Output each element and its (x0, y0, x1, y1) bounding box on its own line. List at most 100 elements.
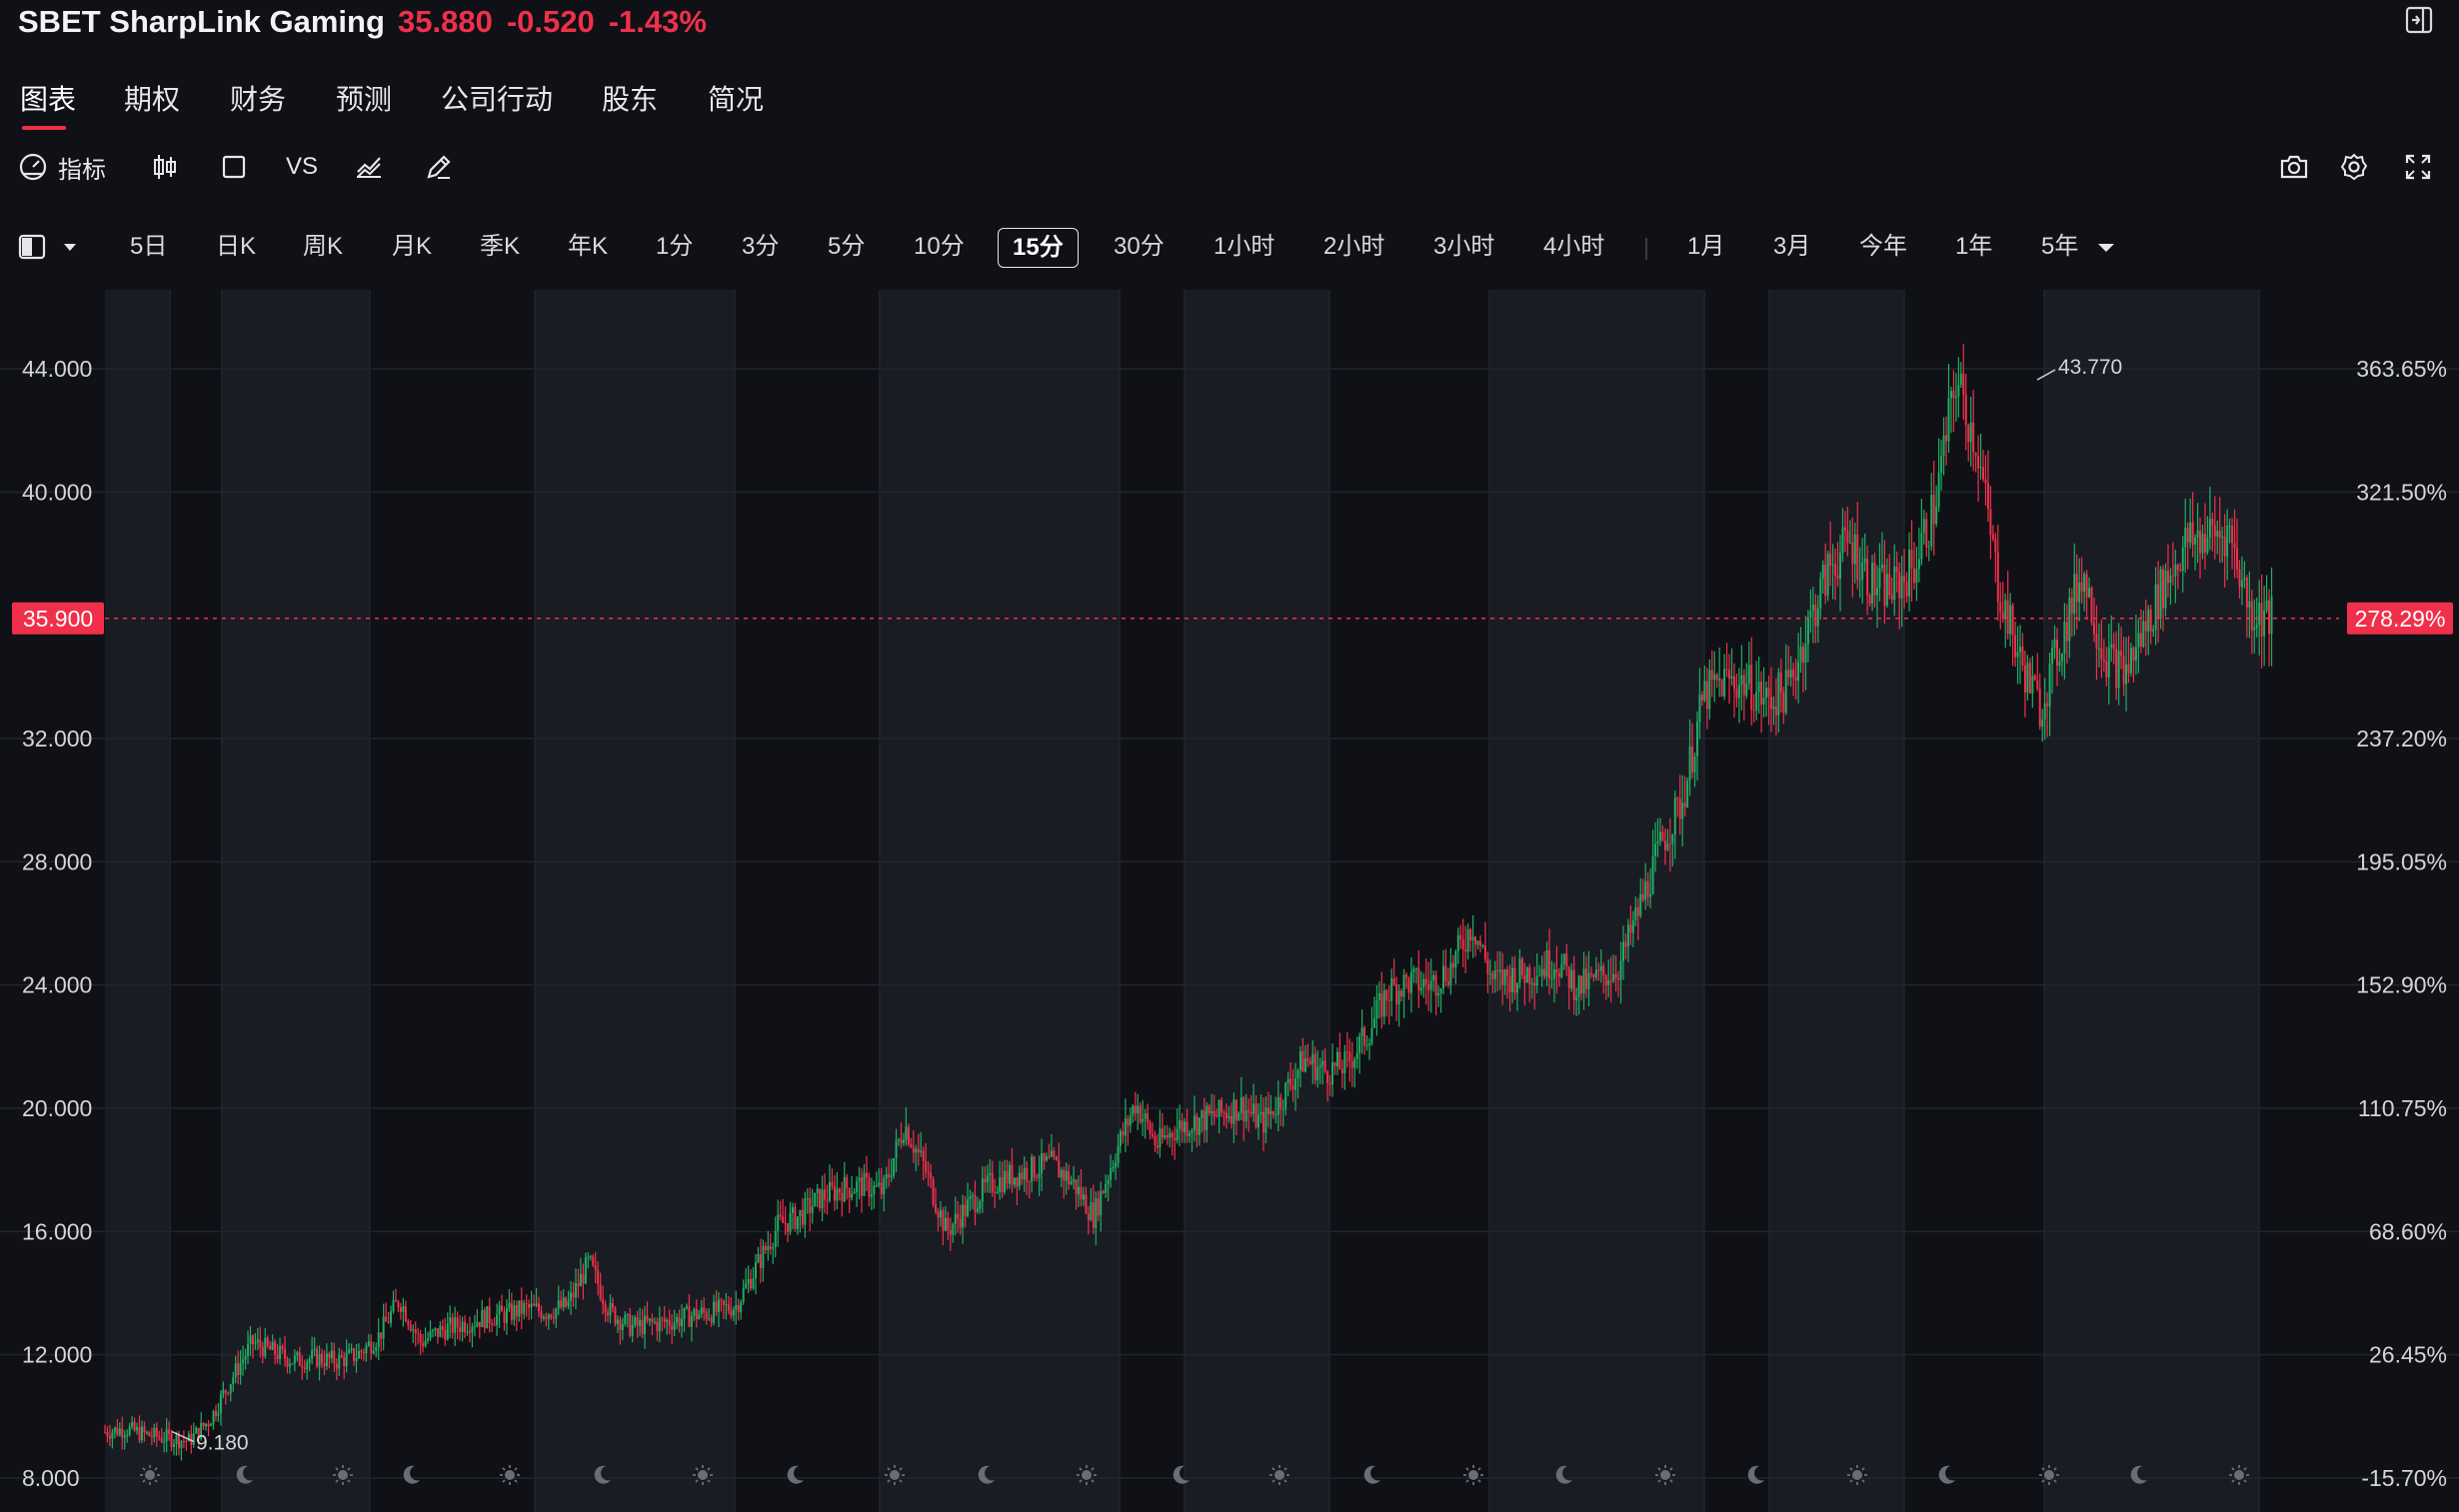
indicator-button[interactable]: 指标 (18, 149, 106, 185)
period-daily[interactable]: 日K (216, 233, 257, 260)
compare-vs-button[interactable]: VS (286, 153, 319, 180)
candle-body (1607, 980, 1610, 985)
collapse-panel-icon[interactable] (2405, 6, 2433, 34)
session-band (1185, 290, 1329, 1512)
candle-body (767, 1246, 770, 1251)
period-1min[interactable]: 1分 (656, 233, 694, 260)
candle-body (382, 1316, 385, 1339)
candle-body (118, 1428, 121, 1435)
candle-body (424, 1340, 427, 1347)
candle-body (1841, 527, 1844, 554)
candle-body (1589, 972, 1592, 974)
candle-body (1105, 1183, 1108, 1193)
candle-body (1661, 831, 1664, 840)
period-10min[interactable]: 10分 (914, 233, 965, 260)
period-1h[interactable]: 1小时 (1214, 233, 1275, 260)
y-tick-label: 12.000 (22, 1342, 92, 1368)
sun-ray (1283, 1467, 1287, 1471)
candle-body (1562, 953, 1565, 964)
sun-ray (695, 1479, 699, 1483)
tab-options[interactable]: 期权 (124, 84, 181, 115)
candle-body (1142, 1118, 1145, 1122)
candle-body (1368, 1043, 1371, 1045)
candle-body (831, 1182, 834, 1186)
candle-body (1011, 1164, 1014, 1185)
range-3m[interactable]: 3月 (1773, 233, 1811, 260)
sun-ray (2041, 1467, 2045, 1471)
session-band (535, 290, 735, 1512)
tab-shareholders[interactable]: 股东 (602, 84, 659, 115)
candle-body (1171, 1132, 1174, 1138)
candle-body (570, 1292, 573, 1301)
sun-ray (1271, 1467, 1275, 1471)
candle-body (1750, 665, 1753, 711)
tab-financials[interactable]: 财务 (230, 84, 287, 115)
candle-body (429, 1330, 432, 1339)
candle-body (1634, 906, 1637, 920)
candle-body (991, 1172, 994, 1192)
candle-body (925, 1161, 928, 1172)
price-chart[interactable]: 35.900 278.29% 44.000 363.65% 40.000 321.50%… (0, 290, 2459, 1512)
period-30min[interactable]: 30分 (1114, 233, 1165, 260)
candle-body (1515, 982, 1518, 993)
layout-button[interactable] (220, 149, 248, 185)
period-2h[interactable]: 2小时 (1323, 233, 1385, 260)
trend-chart-button[interactable] (354, 149, 384, 185)
settings-button[interactable] (2339, 149, 2369, 185)
candle-body (930, 1172, 933, 1179)
candle-body (915, 1148, 918, 1153)
candle-body (1053, 1150, 1056, 1157)
period-5d[interactable]: 5日 (130, 233, 168, 260)
fullscreen-button[interactable] (2403, 149, 2433, 185)
candle-body (1989, 509, 1992, 535)
period-monthly[interactable]: 月K (392, 233, 433, 260)
candle-body (2226, 526, 2229, 557)
candle-body (1149, 1122, 1152, 1134)
range-1m[interactable]: 1月 (1687, 233, 1725, 260)
candle-body (1668, 843, 1671, 845)
candle-body (562, 1297, 565, 1308)
period-3min[interactable]: 3分 (742, 233, 780, 260)
candle-body (1821, 565, 1824, 580)
period-yearly[interactable]: 年K (568, 233, 609, 260)
period-quarterly[interactable]: 季K (480, 233, 521, 260)
candle-body (1597, 969, 1600, 971)
period-4h[interactable]: 4小时 (1543, 233, 1605, 260)
tab-profile[interactable]: 简况 (708, 84, 765, 115)
range-1y[interactable]: 1年 (1955, 233, 1993, 260)
range-ytd[interactable]: 今年 (1859, 233, 1907, 260)
sun-core (698, 1470, 708, 1480)
period-15min[interactable]: 15分 (998, 228, 1079, 268)
sidebar-toggle-button[interactable] (18, 228, 78, 266)
candle-body (624, 1314, 627, 1325)
candle-body (920, 1150, 923, 1152)
candle-body (1912, 568, 1915, 584)
sun-ray (335, 1479, 339, 1483)
candle-body (1340, 1068, 1343, 1074)
candle-body (1703, 681, 1706, 701)
range-5y[interactable]: 5年 (2041, 228, 2115, 266)
tab-corporate-actions[interactable]: 公司行动 (441, 84, 554, 115)
drawing-tool-button[interactable] (424, 149, 454, 185)
candle-body (1223, 1112, 1226, 1114)
candle-body (698, 1314, 701, 1319)
tab-forecast[interactable]: 预测 (336, 84, 393, 115)
candle-body (2107, 647, 2110, 678)
period-5min[interactable]: 5分 (828, 233, 866, 260)
candle-body (1624, 941, 1627, 947)
tab-chart[interactable]: 图表 (20, 84, 77, 115)
period-3h[interactable]: 3小时 (1433, 233, 1495, 260)
expand-icon (2403, 152, 2433, 182)
candle-body (589, 1256, 592, 1258)
candle-body (550, 1314, 553, 1318)
candle-type-button[interactable] (150, 149, 180, 185)
candle-body (1387, 999, 1390, 1001)
session-band (1769, 290, 1904, 1512)
period-weekly[interactable]: 周K (303, 233, 344, 260)
candle-body (2211, 519, 2214, 526)
session-band (2044, 290, 2259, 1512)
candle-body (634, 1317, 637, 1325)
candle-body (104, 1431, 106, 1433)
sun-icon (500, 1465, 520, 1485)
screenshot-button[interactable] (2279, 149, 2309, 185)
